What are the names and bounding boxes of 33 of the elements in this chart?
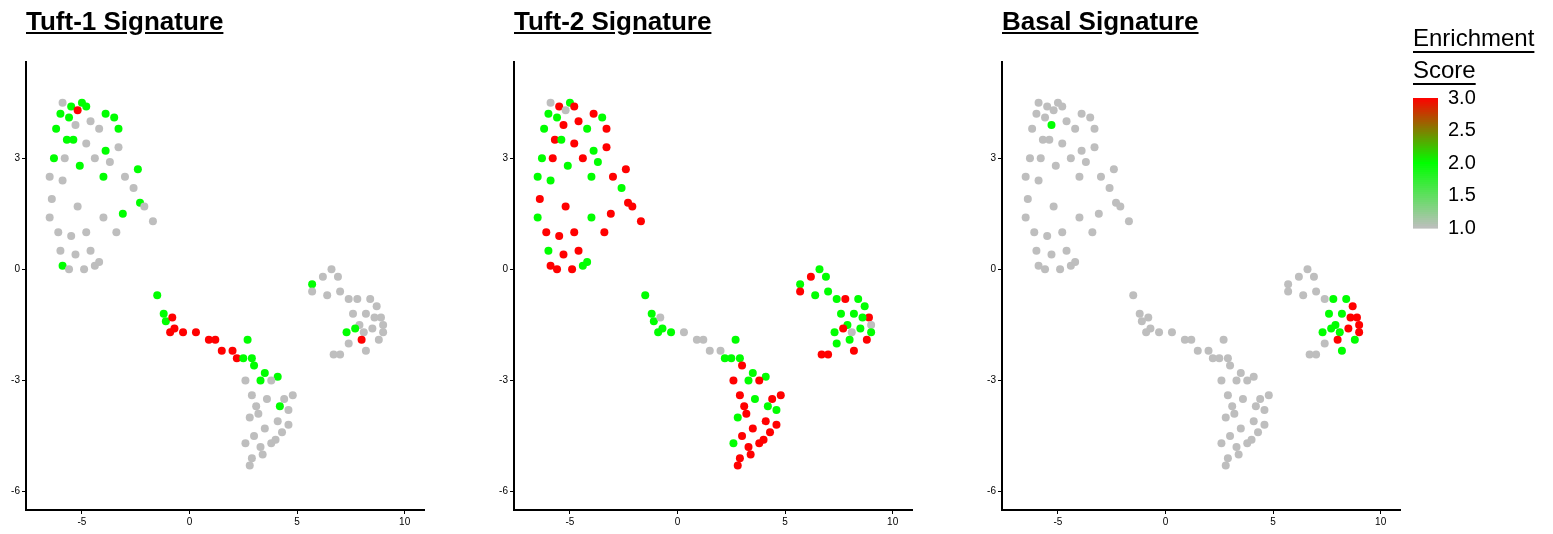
x-tick-label: 10 <box>399 515 411 527</box>
x-tick-label: 5 <box>294 515 301 527</box>
y-tick-label: 0 <box>502 263 509 275</box>
color-bar-label: 1.5 <box>1448 183 1476 206</box>
color-bar-label: 1.0 <box>1448 215 1476 238</box>
y-tick-label: 3 <box>990 152 997 164</box>
x-tick-label: -5 <box>1053 515 1063 527</box>
color-bar-label: 3.0 <box>1448 85 1476 108</box>
x-tick-label: -5 <box>77 515 87 527</box>
chart-title: Basal Signature <box>1002 6 1199 37</box>
x-tick-label: 0 <box>1162 515 1169 527</box>
color-bar-label: 2.0 <box>1448 150 1476 173</box>
y-tick-label: -6 <box>987 485 997 497</box>
x-tick-label: 5 <box>1270 515 1277 527</box>
y-tick-label: 0 <box>14 263 21 275</box>
y-tick-label: -3 <box>987 374 997 386</box>
y-tick-label: -6 <box>499 485 509 497</box>
chart-title: Tuft-2 Signature <box>514 6 712 37</box>
x-tick-label: 0 <box>674 515 681 527</box>
x-tick-label: 0 <box>186 515 193 527</box>
y-tick-label: 3 <box>502 152 509 164</box>
x-tick-label: 10 <box>887 515 899 527</box>
x-tick-label: 5 <box>782 515 789 527</box>
x-tick-label: -5 <box>565 515 575 527</box>
y-tick-label: -6 <box>11 485 21 497</box>
y-tick-label: -3 <box>499 374 509 386</box>
y-tick-label: 0 <box>990 263 997 275</box>
y-tick-label: -3 <box>11 374 21 386</box>
color-bar-title: Enrichment Score <box>1413 24 1535 83</box>
chart-title: Tuft-1 Signature <box>26 6 224 37</box>
color-bar-label: 2.5 <box>1448 118 1476 141</box>
y-tick-label: 3 <box>14 152 21 164</box>
x-tick-label: 10 <box>1375 515 1387 527</box>
